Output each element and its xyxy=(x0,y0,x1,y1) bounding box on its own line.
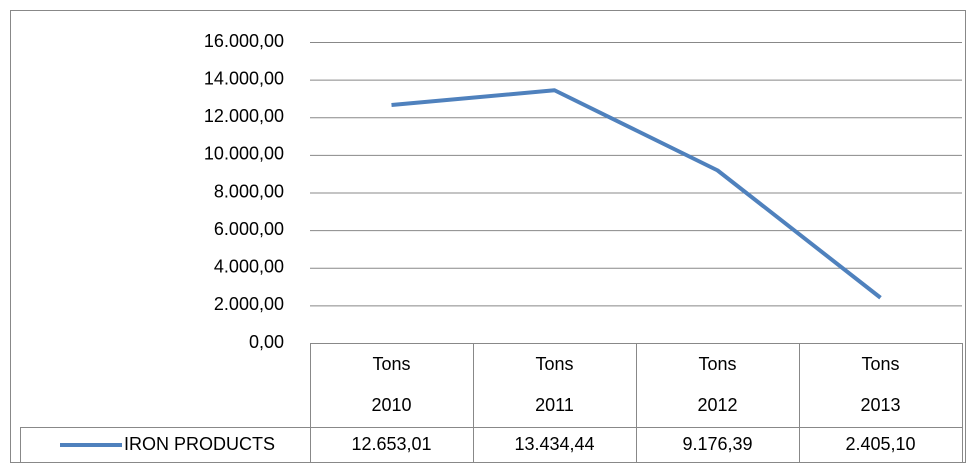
y-tick-label: 6.000,00 xyxy=(214,219,284,239)
x-tick-label: Tons xyxy=(861,354,899,374)
y-tick-label: 14.000,00 xyxy=(204,68,284,88)
x-tick-label: 2010 xyxy=(371,395,411,415)
x-tick-label: 2012 xyxy=(697,395,737,415)
data-label: 9.176,39 xyxy=(682,434,752,454)
x-tick-label: 2013 xyxy=(860,395,900,415)
y-tick-label: 16.000,00 xyxy=(204,31,284,51)
x-tick-label: Tons xyxy=(372,354,410,374)
x-tick-label: Tons xyxy=(535,354,573,374)
y-tick-label: 8.000,00 xyxy=(214,181,284,201)
y-tick-label: 2.000,00 xyxy=(214,294,284,314)
data-label: 12.653,01 xyxy=(351,434,431,454)
series-line xyxy=(391,88,882,300)
y-tick-label: 10.000,00 xyxy=(204,144,284,164)
y-tick-label: 12.000,00 xyxy=(204,106,284,126)
x-tick-label: Tons xyxy=(698,354,736,374)
data-label: 2.405,10 xyxy=(845,434,915,454)
legend-label: IRON PRODUCTS xyxy=(124,434,275,454)
y-tick-label: 4.000,00 xyxy=(214,257,284,277)
chart-border xyxy=(10,10,966,463)
data-label: 13.434,44 xyxy=(514,434,594,454)
y-tick-label: 0,00 xyxy=(249,332,284,352)
x-tick-label: 2011 xyxy=(535,395,574,415)
